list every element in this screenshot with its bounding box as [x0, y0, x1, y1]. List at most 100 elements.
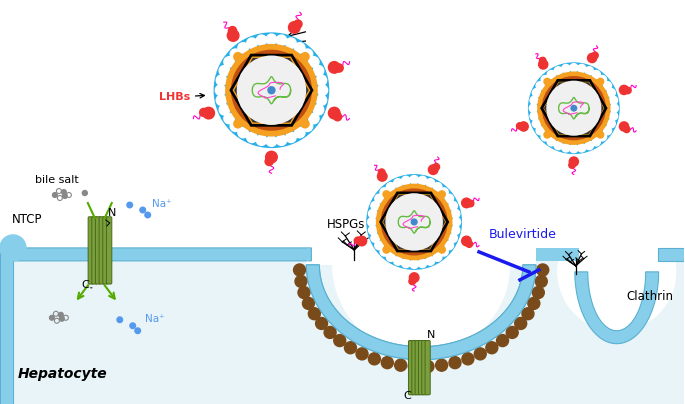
Circle shape	[145, 212, 151, 218]
Circle shape	[230, 49, 240, 59]
Circle shape	[386, 252, 395, 261]
Text: bile salt: bile salt	[35, 175, 79, 185]
Circle shape	[357, 236, 366, 246]
Circle shape	[62, 194, 67, 198]
Circle shape	[532, 286, 545, 299]
Text: Na⁺: Na⁺	[145, 314, 164, 324]
Circle shape	[334, 113, 342, 121]
FancyBboxPatch shape	[408, 341, 414, 395]
Circle shape	[237, 55, 306, 125]
Circle shape	[394, 257, 402, 265]
Circle shape	[598, 76, 606, 84]
Circle shape	[607, 120, 615, 128]
Circle shape	[203, 107, 214, 119]
Circle shape	[266, 34, 277, 44]
Circle shape	[265, 158, 273, 166]
Circle shape	[569, 162, 575, 168]
Circle shape	[603, 126, 612, 135]
Circle shape	[538, 60, 548, 69]
Circle shape	[130, 323, 136, 328]
Circle shape	[376, 184, 453, 260]
Circle shape	[585, 67, 593, 75]
Circle shape	[231, 50, 312, 131]
Circle shape	[386, 193, 443, 251]
Circle shape	[570, 145, 578, 153]
Circle shape	[449, 357, 461, 368]
Text: N: N	[108, 208, 116, 218]
Circle shape	[238, 127, 249, 138]
Circle shape	[449, 202, 458, 210]
Circle shape	[449, 234, 458, 242]
Circle shape	[369, 226, 377, 234]
Circle shape	[537, 264, 549, 276]
Circle shape	[569, 157, 578, 166]
Circle shape	[301, 53, 309, 61]
Circle shape	[333, 177, 510, 353]
Polygon shape	[306, 265, 536, 360]
Circle shape	[268, 87, 275, 94]
Circle shape	[577, 144, 586, 152]
Circle shape	[313, 65, 324, 76]
Circle shape	[316, 75, 327, 86]
FancyBboxPatch shape	[0, 261, 684, 404]
Circle shape	[382, 357, 393, 368]
Circle shape	[394, 179, 402, 187]
Circle shape	[266, 151, 277, 163]
Circle shape	[295, 43, 305, 53]
Circle shape	[516, 123, 523, 129]
FancyBboxPatch shape	[575, 0, 659, 277]
Circle shape	[225, 44, 318, 137]
FancyBboxPatch shape	[106, 217, 112, 284]
Circle shape	[585, 141, 593, 149]
Circle shape	[623, 126, 630, 133]
Circle shape	[228, 27, 236, 35]
FancyBboxPatch shape	[0, 248, 13, 404]
Circle shape	[266, 136, 277, 146]
Circle shape	[451, 209, 460, 218]
Circle shape	[378, 169, 385, 176]
Circle shape	[522, 308, 534, 320]
Circle shape	[597, 78, 603, 85]
Circle shape	[214, 32, 329, 148]
Circle shape	[438, 191, 445, 198]
Circle shape	[452, 218, 460, 226]
Circle shape	[366, 174, 462, 270]
Circle shape	[301, 120, 309, 128]
Circle shape	[528, 297, 540, 309]
Circle shape	[588, 53, 597, 63]
Circle shape	[230, 121, 240, 131]
Circle shape	[445, 241, 453, 250]
Circle shape	[377, 172, 387, 181]
Circle shape	[375, 241, 384, 250]
Circle shape	[411, 219, 417, 225]
Circle shape	[541, 133, 549, 141]
Circle shape	[335, 64, 343, 72]
Circle shape	[409, 278, 416, 284]
Circle shape	[418, 176, 427, 185]
Text: Clathrin: Clathrin	[627, 290, 674, 303]
Text: MHBs: MHBs	[336, 97, 381, 107]
Circle shape	[436, 359, 447, 371]
Circle shape	[433, 252, 442, 261]
Circle shape	[308, 308, 321, 320]
Circle shape	[295, 276, 307, 287]
Circle shape	[530, 104, 538, 112]
Circle shape	[619, 122, 629, 131]
Circle shape	[486, 342, 498, 354]
Circle shape	[216, 75, 227, 86]
Circle shape	[451, 226, 460, 234]
Circle shape	[433, 183, 442, 191]
Polygon shape	[306, 265, 536, 360]
Circle shape	[462, 198, 471, 208]
Circle shape	[215, 85, 226, 95]
Circle shape	[383, 191, 390, 198]
Circle shape	[554, 67, 562, 75]
Circle shape	[380, 248, 388, 256]
Circle shape	[371, 234, 379, 242]
Text: C: C	[82, 280, 90, 290]
Circle shape	[558, 213, 675, 331]
FancyBboxPatch shape	[306, 0, 536, 265]
Circle shape	[467, 200, 474, 207]
Circle shape	[302, 49, 312, 59]
Circle shape	[286, 132, 296, 143]
